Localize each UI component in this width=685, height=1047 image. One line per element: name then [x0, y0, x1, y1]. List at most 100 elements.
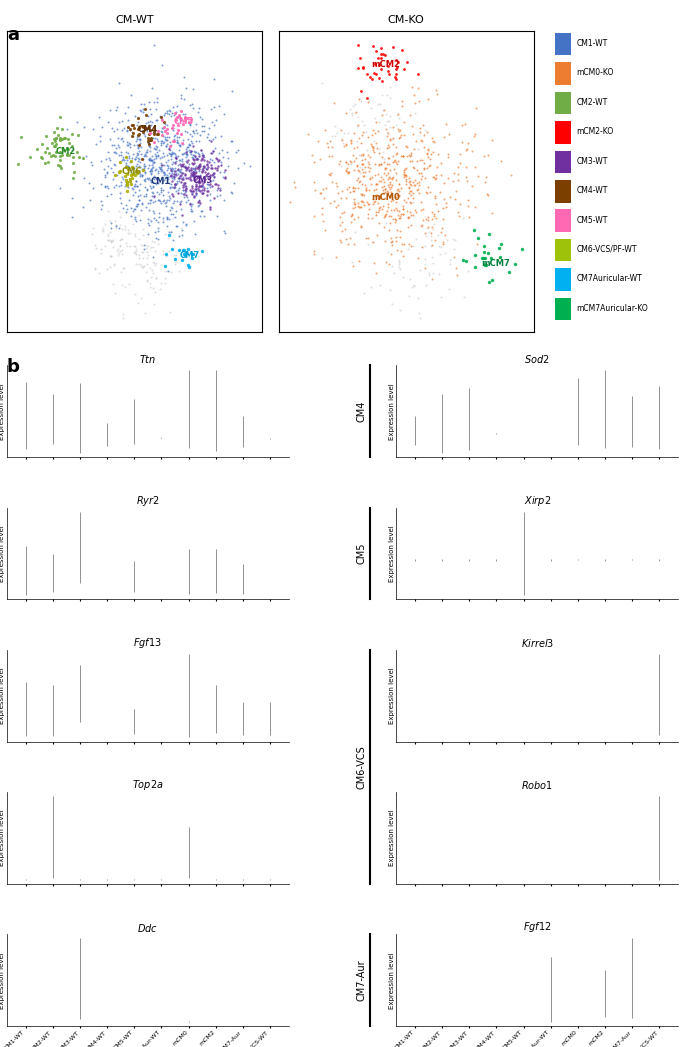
Point	[190, 176, 201, 193]
Point	[436, 155, 447, 172]
Point	[121, 158, 132, 175]
Point	[423, 141, 434, 158]
Point	[288, 174, 299, 191]
Point	[407, 279, 418, 295]
Point	[222, 158, 233, 175]
Point	[391, 154, 402, 171]
Point	[151, 269, 162, 286]
Point	[392, 242, 403, 259]
Point	[192, 104, 203, 120]
Point	[202, 182, 213, 199]
Point	[173, 170, 184, 186]
Point	[158, 242, 169, 259]
Point	[390, 164, 401, 181]
Point	[158, 166, 169, 183]
Point	[145, 152, 156, 169]
Point	[116, 147, 127, 163]
Point	[162, 105, 173, 121]
Point	[377, 182, 388, 199]
Point	[154, 281, 165, 297]
Point	[387, 295, 398, 312]
Point	[390, 117, 401, 134]
Point	[433, 226, 444, 243]
Point	[146, 131, 157, 148]
Point	[186, 180, 197, 197]
Point	[107, 232, 118, 249]
Point	[122, 152, 133, 169]
Point	[185, 133, 196, 150]
Point	[158, 163, 169, 180]
Point	[328, 193, 339, 209]
Point	[388, 265, 399, 282]
Point	[373, 156, 384, 173]
Text: CM1-WT: CM1-WT	[576, 39, 608, 48]
Point	[181, 194, 192, 210]
Point	[316, 200, 327, 217]
Point	[157, 134, 168, 151]
Point	[132, 196, 143, 213]
Point	[428, 216, 439, 232]
Point	[397, 198, 408, 215]
Point	[382, 156, 393, 173]
Point	[212, 182, 223, 199]
Title: CM-WT: CM-WT	[115, 15, 153, 25]
Point	[345, 152, 356, 169]
Point	[158, 182, 169, 199]
Point	[95, 132, 105, 149]
Point	[180, 159, 191, 176]
Point	[146, 152, 157, 169]
Bar	[555, 268, 571, 291]
Point	[123, 118, 134, 135]
Point	[384, 178, 395, 195]
Point	[367, 138, 378, 155]
Point	[123, 150, 134, 166]
Point	[114, 138, 125, 155]
Point	[411, 203, 422, 220]
Point	[118, 310, 129, 327]
Point	[406, 183, 416, 200]
Point	[184, 135, 195, 152]
Point	[444, 281, 455, 297]
Point	[147, 157, 158, 174]
Point	[194, 162, 205, 179]
Point	[155, 183, 166, 200]
Point	[155, 160, 166, 177]
Point	[157, 124, 168, 140]
Point	[346, 205, 357, 222]
Point	[106, 220, 117, 237]
Point	[24, 149, 35, 165]
Title: $\it{Ttn}$: $\it{Ttn}$	[139, 353, 157, 364]
Point	[386, 188, 397, 205]
Point	[206, 101, 217, 117]
Point	[394, 202, 405, 219]
Point	[116, 183, 127, 200]
Point	[136, 168, 147, 184]
Point	[188, 147, 199, 163]
Point	[462, 135, 473, 152]
Point	[401, 194, 412, 210]
Point	[211, 150, 222, 166]
Point	[212, 160, 223, 177]
Point	[363, 92, 374, 109]
Point	[379, 180, 390, 197]
Point	[149, 119, 160, 136]
Point	[105, 185, 116, 202]
Point	[68, 155, 79, 172]
Point	[116, 169, 127, 185]
Point	[349, 139, 360, 156]
Point	[415, 171, 426, 187]
Point	[428, 221, 439, 238]
Point	[144, 137, 155, 154]
Point	[175, 136, 186, 153]
Point	[201, 176, 212, 193]
Point	[438, 129, 449, 146]
Point	[167, 159, 178, 176]
Point	[147, 80, 158, 96]
Point	[409, 177, 420, 194]
Point	[123, 222, 134, 239]
Point	[119, 177, 130, 194]
Point	[212, 151, 223, 168]
Point	[196, 118, 207, 135]
Point	[166, 148, 177, 164]
Point	[148, 154, 159, 171]
